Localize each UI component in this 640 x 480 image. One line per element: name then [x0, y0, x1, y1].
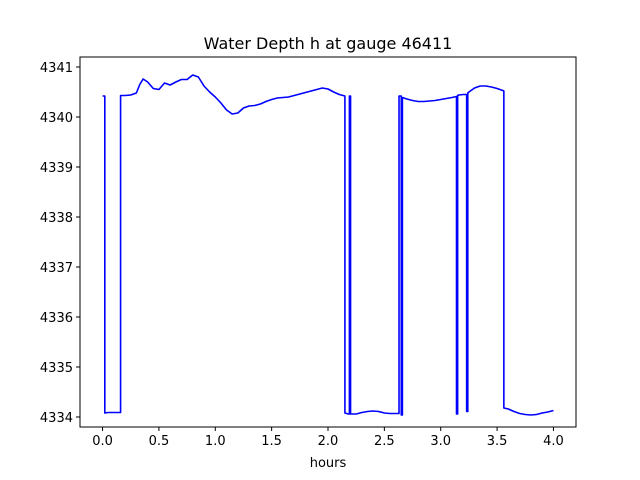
- y-tick-label: 4338: [40, 211, 73, 226]
- x-tick-label: 0.0: [92, 434, 113, 449]
- x-axis-label: hours: [310, 456, 347, 471]
- x-tick-label: 4.0: [543, 434, 564, 449]
- x-tick-label: 3.0: [430, 434, 451, 449]
- x-tick-label: 0.5: [149, 434, 170, 449]
- x-tick-label: 1.0: [205, 434, 226, 449]
- y-tick-label: 4335: [40, 361, 73, 376]
- x-axis: 0.0 0.5 1.0 1.5 2.0 2.5 3.0 3.5 4.0: [92, 427, 564, 449]
- x-tick-label: 3.5: [487, 434, 508, 449]
- x-tick-label: 2.0: [318, 434, 339, 449]
- y-tick-label: 4341: [40, 61, 73, 76]
- plot-area: [80, 57, 576, 427]
- series-layer: [102, 74, 554, 416]
- chart-title: Water Depth h at gauge 46411: [204, 34, 453, 53]
- y-tick-label: 4340: [40, 111, 73, 126]
- y-tick-label: 4334: [40, 411, 73, 426]
- y-tick-label: 4336: [40, 311, 73, 326]
- series-line-0: [102, 74, 554, 416]
- x-tick-label: 1.5: [261, 434, 282, 449]
- x-tick-label: 2.5: [374, 434, 395, 449]
- y-tick-label: 4339: [40, 161, 73, 176]
- y-tick-label: 4337: [40, 261, 73, 276]
- y-axis: 4334 4335 4336 4337 4338 4339 4340 4341: [40, 61, 80, 426]
